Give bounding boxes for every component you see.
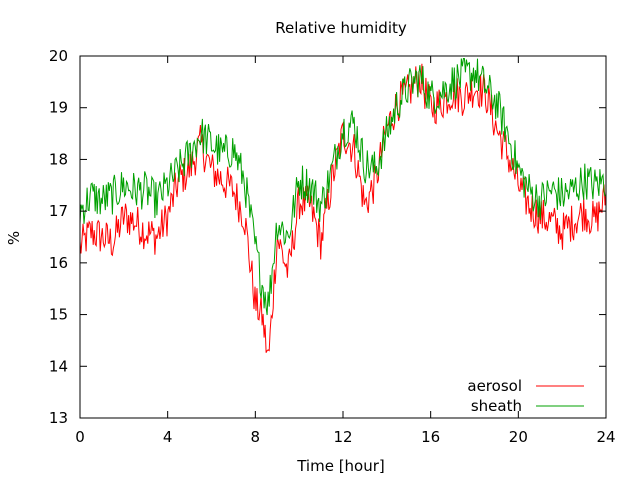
y-tick-label: 16 [49, 254, 68, 272]
y-tick-label: 20 [49, 47, 68, 65]
series-layer [79, 58, 607, 353]
y-tick-label: 18 [49, 150, 68, 168]
legend-label-sheath: sheath [471, 397, 522, 415]
plot-frame [79, 55, 607, 419]
x-tick-label: 4 [163, 428, 173, 446]
x-tick-label: 8 [251, 428, 261, 446]
x-tick-label: 16 [421, 428, 440, 446]
x-tick-label: 24 [596, 428, 615, 446]
ticks-layer: 0 4 8 12 16 20 24 13 14 15 16 17 18 19 20 [49, 47, 616, 446]
legend: aerosol sheath [467, 377, 584, 415]
y-tick-label: 15 [49, 306, 68, 324]
legend-label-aerosol: aerosol [467, 377, 522, 395]
x-tick-label: 12 [333, 428, 352, 446]
series-line-aerosol [79, 63, 607, 353]
y-tick-label: 14 [49, 357, 68, 375]
x-axis-label: Time [hour] [296, 457, 385, 475]
series-line-sheath [79, 58, 607, 316]
chart-title: Relative humidity [275, 19, 407, 37]
x-tick-label: 0 [75, 428, 85, 446]
y-tick-label: 17 [49, 202, 68, 220]
y-tick-label: 13 [49, 409, 68, 427]
y-tick-label: 19 [49, 99, 68, 117]
x-tick-label: 20 [509, 428, 528, 446]
y-axis-label: % [5, 231, 23, 245]
